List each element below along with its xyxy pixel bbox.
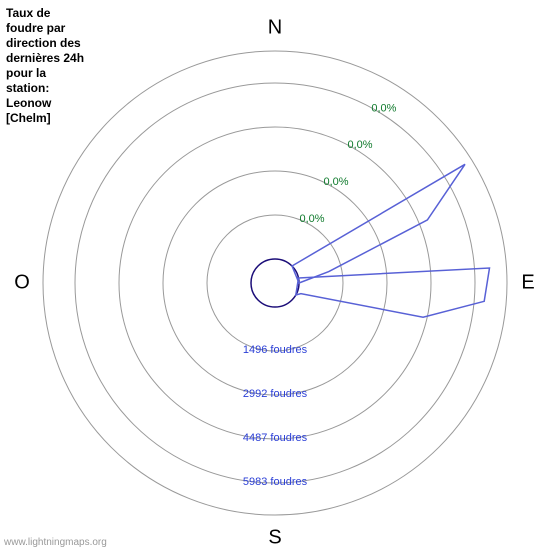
polar-chart: 0,0% 0,0% 0,0% 0,0% 1496 foudres 2992 foudres… [0,0,550,550]
cardinal-O: O [14,271,30,293]
grid-ring [207,215,343,351]
cardinal-N: N [268,16,282,38]
ring-label-percent: 0,0% [347,139,372,151]
ring-label-count: 1496 foudres [243,344,308,356]
ring-label-percent: 0,0% [299,213,324,225]
grid-ring [75,83,475,483]
grid-ring [43,51,507,515]
ring-label-count: 5983 foudres [243,476,308,488]
footer-credit: www.lightningmaps.org [4,537,107,548]
ring-label-percent: 0,0% [323,176,348,188]
chart-container: Taux defoudre pardirection desdernières … [0,0,550,550]
cardinal-E: E [521,271,534,293]
grid-ring [163,171,387,395]
cardinal-S: S [268,526,281,548]
rose-petal [296,268,490,317]
ring-label-count: 4487 foudres [243,432,308,444]
ring-label-count: 2992 foudres [243,388,308,400]
ring-label-percent: 0,0% [371,102,396,114]
